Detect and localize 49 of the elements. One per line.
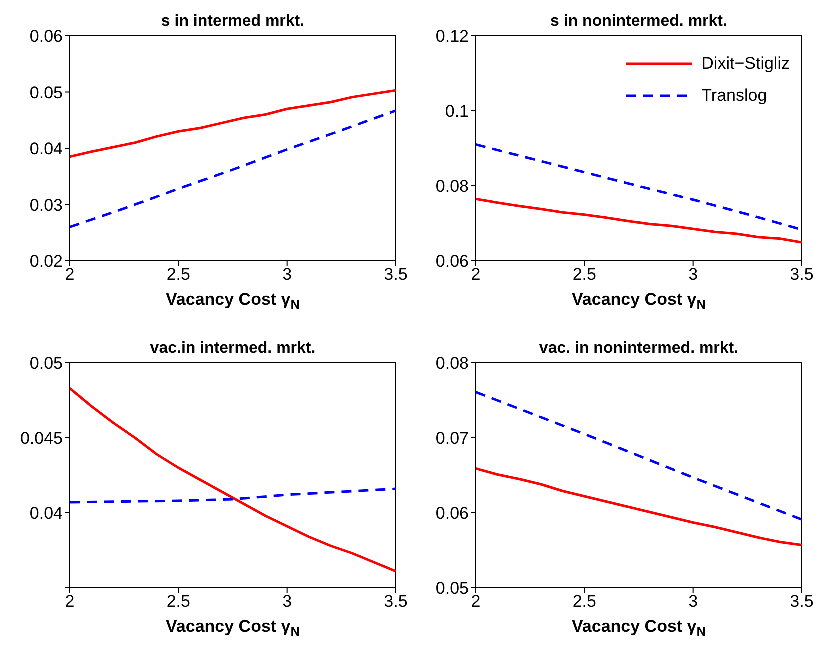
x-tick-label: 2 [65, 265, 75, 284]
y-tick-label: 0.05 [436, 579, 469, 598]
x-tick-label: 3.5 [384, 265, 408, 284]
x-tick-label: 3.5 [790, 265, 814, 284]
y-tick-label: 0.04 [30, 504, 63, 524]
chart-title: vac. in nonintermed. mrkt. [539, 340, 739, 357]
x-axis-title: Vacancy Cost γ$_{N}$ [166, 617, 300, 639]
x-tick-label: 2 [471, 592, 481, 612]
x-tick-label: 3.5 [790, 592, 814, 612]
x-tick-label: 2 [471, 265, 481, 284]
chart-title: s in intermed mrkt. [161, 13, 305, 30]
x-tick-label: 2.5 [166, 592, 190, 612]
x-tick-label: 3 [282, 592, 292, 612]
x-tick-label: 2.5 [572, 265, 596, 284]
line-series [476, 391, 802, 521]
x-tick-label: 2.5 [572, 592, 596, 612]
line-series [70, 110, 396, 228]
line-series [476, 468, 802, 546]
x-axis-title: Vacancy Cost γ$_{N}$ [572, 617, 706, 639]
y-tick-label: 0.045 [20, 429, 63, 448]
x-tick-label: 3 [282, 265, 292, 284]
y-tick-label: 0.12 [436, 27, 469, 46]
legend-label: Translog [702, 86, 768, 106]
chart-title: vac.in intermed. mrkt. [150, 340, 316, 357]
x-tick-label: 2.5 [166, 265, 190, 284]
x-tick-label: 3.5 [384, 592, 408, 612]
y-tick-label: 0.05 [30, 354, 63, 374]
y-tick-label: 0.08 [436, 177, 469, 196]
y-tick-label: 0.06 [30, 27, 63, 46]
y-tick-label: 0.06 [436, 252, 469, 272]
x-tick-label: 3 [688, 265, 698, 284]
y-tick-label: 0.08 [436, 354, 469, 374]
y-tick-label: 0.1 [445, 102, 469, 122]
line-series [70, 488, 396, 504]
line-series [476, 198, 802, 244]
line-series [70, 89, 396, 158]
legend-label: Dixit−Stigliz [702, 54, 790, 74]
x-axis-title: Vacancy Cost γ$_{N}$ [572, 290, 706, 312]
line-series [70, 387, 396, 573]
x-axis-title: Vacancy Cost γ$_{N}$ [166, 290, 300, 312]
y-tick-label: 0.02 [30, 252, 63, 272]
x-tick-label: 2 [65, 592, 75, 612]
y-tick-label: 0.03 [30, 196, 63, 215]
y-tick-label: 0.04 [30, 140, 63, 159]
x-tick-label: 3 [688, 592, 698, 612]
y-tick-label: 0.06 [436, 504, 469, 524]
y-tick-label: 0.05 [30, 83, 63, 102]
y-tick-label: 0.07 [436, 429, 469, 448]
chart-title: s in nonintermed. mrkt. [550, 13, 728, 30]
